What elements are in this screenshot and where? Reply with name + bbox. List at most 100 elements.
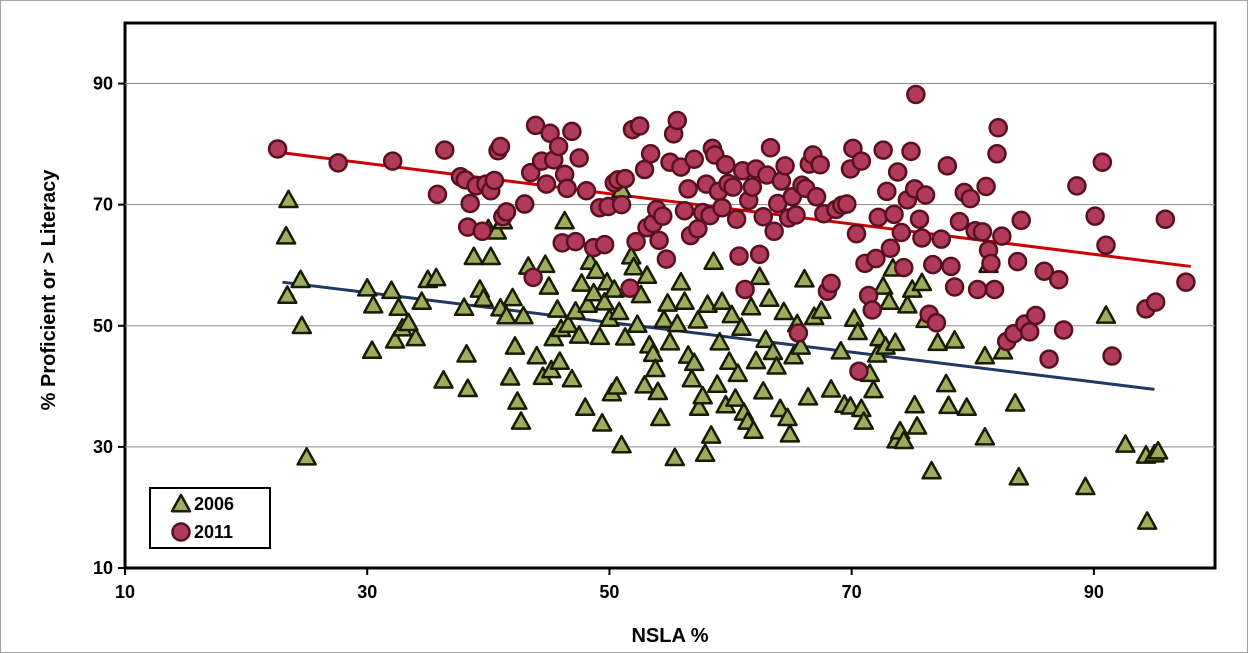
point-2006	[847, 321, 868, 341]
point-2011	[949, 211, 970, 232]
legend-box	[149, 487, 271, 549]
point-2011	[1049, 270, 1069, 290]
point-2006	[921, 460, 942, 480]
point-2011	[620, 278, 640, 298]
point-2006	[277, 285, 298, 304]
x-tick-label: 70	[842, 582, 862, 602]
point-2011	[1092, 152, 1113, 173]
point-2006	[502, 287, 523, 307]
point-2011	[735, 279, 755, 300]
point-2011	[629, 116, 650, 136]
point-2006	[1136, 511, 1158, 530]
point-2006	[853, 411, 875, 430]
point-2006	[974, 345, 996, 365]
point-2006	[499, 367, 521, 386]
point-2006	[749, 266, 770, 286]
point-2006	[381, 280, 402, 300]
data-points	[267, 84, 1196, 530]
point-2006	[740, 296, 762, 316]
point-2006	[820, 379, 842, 398]
legend-marker-2006	[170, 493, 192, 513]
point-2011	[1026, 305, 1046, 326]
point-2011	[460, 193, 480, 214]
x-tick-label: 10	[115, 582, 135, 602]
point-2011	[862, 300, 883, 320]
point-2006	[456, 343, 477, 363]
point-2006	[513, 305, 534, 325]
point-2011	[484, 170, 505, 191]
point-2011	[981, 253, 1001, 274]
point-2011	[514, 194, 535, 214]
point-2011	[821, 273, 841, 294]
y-tick-label: 10	[93, 558, 113, 578]
point-2011	[992, 226, 1012, 246]
point-2011	[267, 139, 288, 159]
point-2011	[944, 277, 965, 297]
point-2011	[540, 123, 560, 143]
point-2006	[549, 351, 571, 370]
y-tick-label: 90	[93, 74, 113, 94]
point-2006	[653, 309, 675, 329]
point-2006	[614, 327, 636, 346]
point-2006	[974, 426, 996, 446]
point-2011	[1145, 292, 1166, 312]
point-2006	[594, 291, 615, 311]
point-2011	[715, 154, 736, 175]
point-2011	[931, 229, 952, 249]
point-2006	[405, 327, 426, 347]
point-2006	[398, 312, 419, 332]
point-2006	[797, 386, 819, 406]
point-2006	[777, 407, 798, 427]
point-2011	[846, 223, 867, 244]
point-2006	[721, 304, 743, 324]
y-axis-title: % Proficient or > Literacy	[38, 169, 60, 411]
point-2011	[915, 185, 936, 205]
point-2011	[868, 207, 889, 228]
point-2006	[363, 294, 384, 314]
point-2006	[453, 297, 475, 317]
point-2011	[760, 137, 781, 158]
point-2011	[569, 148, 589, 168]
legend-label-2006: 2006	[194, 494, 234, 514]
point-2006	[762, 341, 784, 361]
point-2011	[837, 194, 857, 214]
point-2006	[583, 282, 604, 302]
point-2006	[687, 310, 709, 329]
x-tick-label: 50	[599, 582, 619, 602]
point-2006	[457, 378, 478, 398]
point-2011	[775, 156, 795, 176]
point-2011	[726, 209, 747, 229]
point-2006	[700, 425, 722, 444]
point-2011	[764, 221, 784, 242]
point-2006	[759, 288, 780, 307]
point-2006	[766, 356, 787, 375]
point-2011	[884, 204, 904, 225]
point-2011	[906, 84, 926, 105]
x-tick-label: 30	[357, 582, 377, 602]
point-2006	[753, 380, 774, 400]
point-2006	[692, 385, 713, 405]
point-2006	[906, 416, 928, 435]
point-2011	[987, 144, 1007, 164]
plot-area-frame	[123, 21, 1217, 570]
point-2006	[674, 291, 695, 311]
point-2011	[712, 197, 732, 218]
point-2006	[577, 294, 598, 314]
point-2006	[604, 279, 625, 298]
trendline-2011	[276, 150, 1191, 268]
point-2006	[706, 374, 728, 393]
legend-marker-2011	[171, 522, 191, 542]
point-2006	[636, 265, 658, 284]
point-2011	[594, 234, 615, 255]
point-2006	[725, 388, 746, 407]
point-2011	[1007, 251, 1028, 272]
point-2006	[659, 331, 681, 351]
point-2006	[893, 430, 914, 450]
point-2006	[361, 340, 383, 360]
point-2006	[1115, 434, 1136, 453]
legend-label-2011: 2011	[194, 522, 233, 542]
point-2006	[683, 352, 705, 372]
point-2011	[866, 248, 886, 269]
point-2011	[901, 141, 921, 162]
point-2006	[664, 447, 686, 467]
